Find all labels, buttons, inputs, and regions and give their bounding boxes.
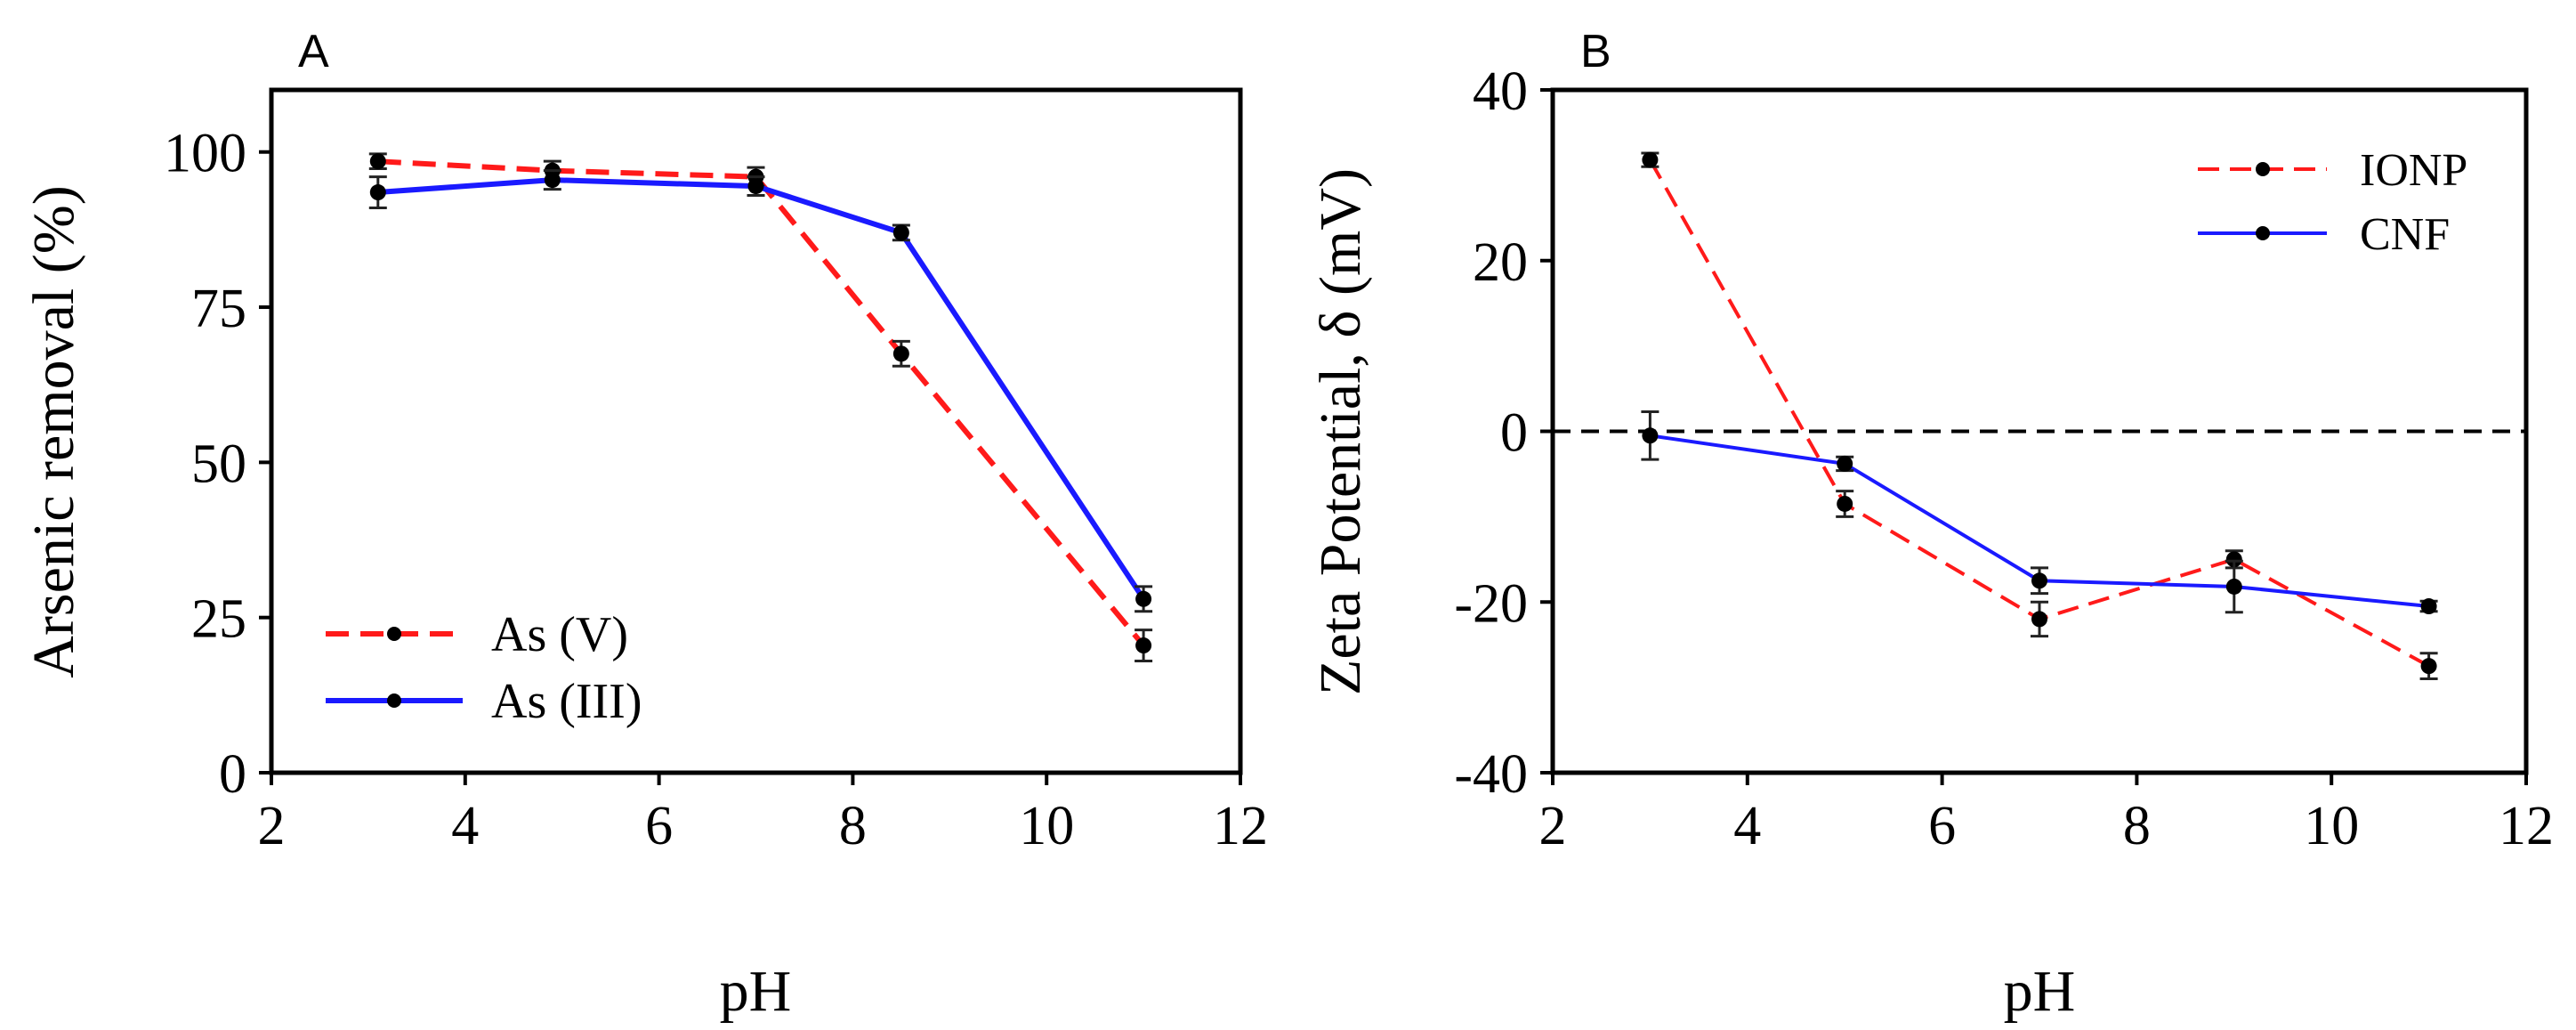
data-point bbox=[2420, 658, 2437, 675]
data-point bbox=[1837, 455, 1853, 472]
series-line-2 bbox=[377, 177, 1146, 601]
legend-label-as-v: As (V) bbox=[491, 607, 628, 662]
panel-b: B 2 4 6 8 10 12 -40 -20 0 20 40 pH Zeta Potential,… bbox=[1308, 26, 2554, 1024]
series-line-1 bbox=[377, 158, 1146, 647]
legend-label-cnf: CNF bbox=[2360, 209, 2450, 260]
x-tick-label: 2 bbox=[1539, 796, 1567, 856]
data-point bbox=[1837, 495, 1853, 512]
x-tick-label: 8 bbox=[839, 796, 867, 856]
x-tick-label: 10 bbox=[2304, 796, 2359, 856]
data-point bbox=[1642, 151, 1659, 168]
legend-label-as-iii: As (III) bbox=[491, 674, 642, 729]
x-axis-label-b: pH bbox=[2004, 959, 2076, 1024]
legend-marker-as-v bbox=[387, 627, 401, 641]
data-point bbox=[2225, 551, 2242, 568]
panel-label-a: A bbox=[298, 26, 329, 77]
x-tick-label: 6 bbox=[645, 796, 673, 856]
y-tick-label: 0 bbox=[219, 744, 246, 805]
y-tick-label: 25 bbox=[191, 589, 246, 650]
x-tick-label: 6 bbox=[1928, 796, 1956, 856]
data-point bbox=[1135, 590, 1152, 607]
legend-label-ionp: IONP bbox=[2360, 145, 2467, 196]
data-point bbox=[1642, 427, 1659, 444]
plot-frame-a bbox=[269, 87, 1243, 775]
y-tick-label: 100 bbox=[164, 124, 246, 184]
axis-ticks-a: 2 4 6 8 10 12 0 25 50 75 100 bbox=[164, 124, 1268, 856]
data-point bbox=[2225, 578, 2242, 595]
x-tick-label: 12 bbox=[2499, 796, 2554, 856]
data-point bbox=[544, 172, 561, 189]
data-point bbox=[892, 345, 909, 362]
x-axis-label-a: pH bbox=[720, 959, 792, 1024]
data-point bbox=[747, 178, 764, 195]
x-tick-label: 4 bbox=[1733, 796, 1761, 856]
data-point bbox=[2031, 611, 2047, 628]
y-tick-label: 50 bbox=[191, 434, 246, 494]
data-point bbox=[2031, 572, 2047, 589]
y-tick-label: -40 bbox=[1454, 744, 1528, 805]
data-point bbox=[369, 153, 386, 170]
x-tick-label: 8 bbox=[2123, 796, 2151, 856]
x-tick-label: 4 bbox=[451, 796, 479, 856]
data-point bbox=[892, 224, 909, 241]
data-point bbox=[1135, 637, 1152, 654]
x-tick-label: 2 bbox=[258, 796, 286, 856]
y-axis-label-b: Zeta Potential, δ (mV) bbox=[1308, 168, 1373, 695]
legend-marker-as-iii bbox=[387, 693, 401, 708]
y-tick-label: -20 bbox=[1454, 573, 1528, 634]
data-point bbox=[369, 184, 386, 201]
y-tick-label: 75 bbox=[191, 279, 246, 339]
panel-label-b: B bbox=[1580, 26, 1611, 77]
x-tick-label: 10 bbox=[1019, 796, 1074, 856]
legend-marker-cnf bbox=[2256, 226, 2270, 240]
data-point bbox=[2420, 598, 2437, 615]
y-axis-label-a: Arsenic removal (%) bbox=[21, 185, 86, 677]
legend-a: As (V) As (III) bbox=[326, 607, 642, 729]
axis-ticks-b: 2 4 6 8 10 12 -40 -20 0 20 40 bbox=[1454, 61, 2554, 856]
legend-marker-ionp bbox=[2256, 162, 2270, 176]
y-tick-label: 40 bbox=[1473, 61, 1528, 122]
legend-b: IONP CNF bbox=[2198, 145, 2467, 260]
x-tick-label: 12 bbox=[1213, 796, 1268, 856]
y-tick-label: 0 bbox=[1500, 403, 1528, 464]
panel-a: A 2 4 6 8 10 12 0 25 50 75 100 pH Arsenic removal … bbox=[21, 26, 1268, 1024]
series-b bbox=[1641, 151, 2438, 681]
y-tick-label: 20 bbox=[1473, 232, 1528, 293]
series-a bbox=[368, 152, 1153, 662]
